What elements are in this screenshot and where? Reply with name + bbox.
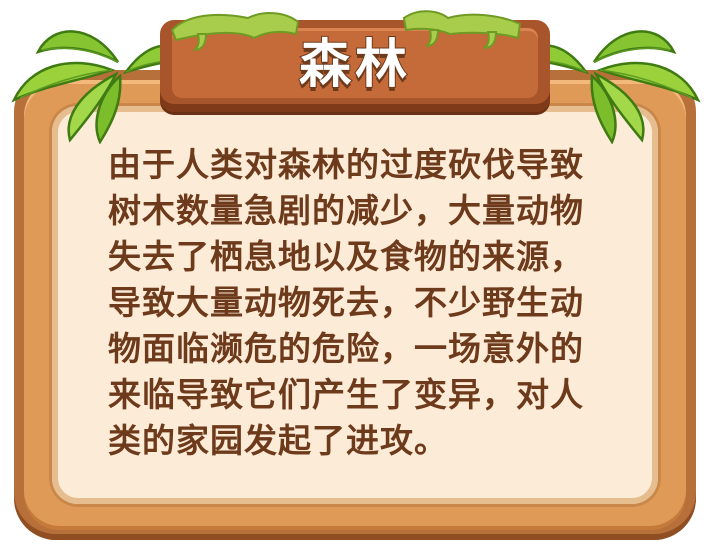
panel-title: 森林 xyxy=(298,34,411,96)
story-line: 失去了栖息地以及食物的来源， xyxy=(108,237,584,276)
story-line: 由于人类对森林的过度砍伐导致 xyxy=(108,145,584,184)
leaf-cluster-right-icon xyxy=(519,30,701,144)
story-line: 类的家园发起了进攻。 xyxy=(108,421,448,460)
story-line: 导致大量动物死去，不少野生动 xyxy=(108,283,584,322)
leaf-cluster-left-icon xyxy=(11,30,193,144)
story-line: 物面临濒危的危险，一场意外的 xyxy=(108,329,584,368)
story-line: 树木数量急剧的减少，大量动物 xyxy=(108,191,584,230)
title-plank-face xyxy=(172,28,538,98)
story-line: 来临导致它们产生了变异，对人 xyxy=(108,375,584,414)
story-panel-background xyxy=(52,106,658,504)
story-text: 由于人类对森林的过度砍伐导致 树木数量急剧的减少，大量动物 失去了栖息地以及食物… xyxy=(108,142,608,464)
moss-icon xyxy=(170,10,522,51)
